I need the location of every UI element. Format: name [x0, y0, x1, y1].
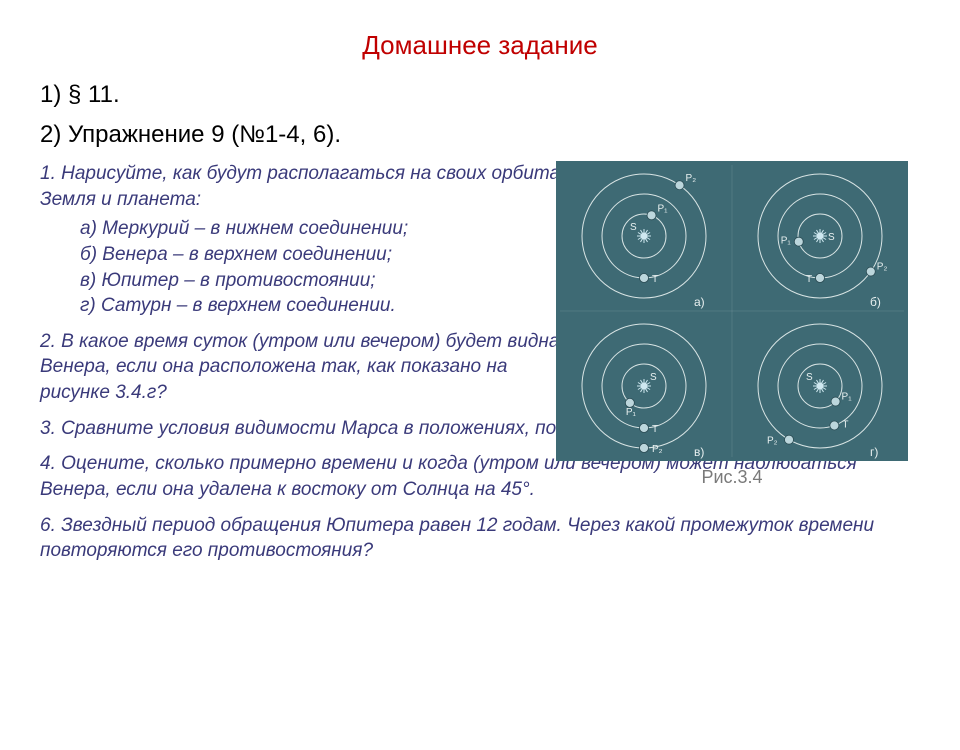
svg-text:P₁: P₁ — [658, 203, 669, 214]
svg-text:г): г) — [870, 445, 878, 459]
q1-intro: 1. Нарисуйте, как будут располагаться на… — [40, 161, 580, 212]
svg-text:T: T — [842, 419, 848, 430]
list-item-1: 1) § 11. — [40, 81, 920, 109]
q1-b: б) Венера – в верхнем соединении; — [80, 242, 620, 268]
svg-text:P₂: P₂ — [767, 436, 778, 447]
svg-text:P₁: P₁ — [842, 392, 853, 403]
svg-text:P₁: P₁ — [626, 407, 637, 418]
page-title: Домашнее задание — [0, 30, 960, 61]
q2: 2. В какое время суток (утром или вечеро… — [40, 329, 580, 406]
svg-text:S: S — [650, 372, 657, 383]
content-area: 1) § 11. 2) Упражнение 9 (№1-4, 6). 1. Н… — [0, 81, 960, 564]
svg-text:P₂: P₂ — [877, 262, 888, 273]
svg-text:а): а) — [694, 295, 705, 309]
svg-text:S: S — [828, 232, 835, 243]
q6: 6. Звездный период обращения Юпитера рав… — [40, 513, 920, 564]
svg-text:T: T — [806, 274, 812, 285]
svg-text:P₂: P₂ — [652, 444, 663, 455]
q1-a: а) Меркурий – в нижнем соединении; — [80, 216, 620, 242]
svg-text:T: T — [652, 424, 658, 435]
list-item-2: 2) Упражнение 9 (№1-4, 6). — [40, 121, 920, 149]
q1-d: г) Сатурн – в верхнем соединении. — [80, 293, 620, 319]
svg-text:б): б) — [870, 295, 881, 309]
svg-text:в): в) — [694, 445, 704, 459]
orbit-diagram: S P₁ T P₂ а) S P₁ T P₂ б) S P₁ T P₂ в) S P₁ T P₂ г) — [556, 161, 908, 461]
svg-text:P₂: P₂ — [686, 173, 697, 184]
svg-text:S: S — [806, 372, 813, 383]
figure-caption: Рис.3.4 — [556, 467, 908, 488]
svg-text:T: T — [652, 274, 658, 285]
figure-3-4: S P₁ T P₂ а) S P₁ T P₂ б) S P₁ T P₂ в) S P₁ T P₂ г) Рис.3.4 — [556, 161, 908, 488]
svg-text:S: S — [630, 222, 637, 233]
svg-text:P₁: P₁ — [781, 236, 792, 247]
q1-c: в) Юпитер – в противостоянии; — [80, 268, 620, 294]
